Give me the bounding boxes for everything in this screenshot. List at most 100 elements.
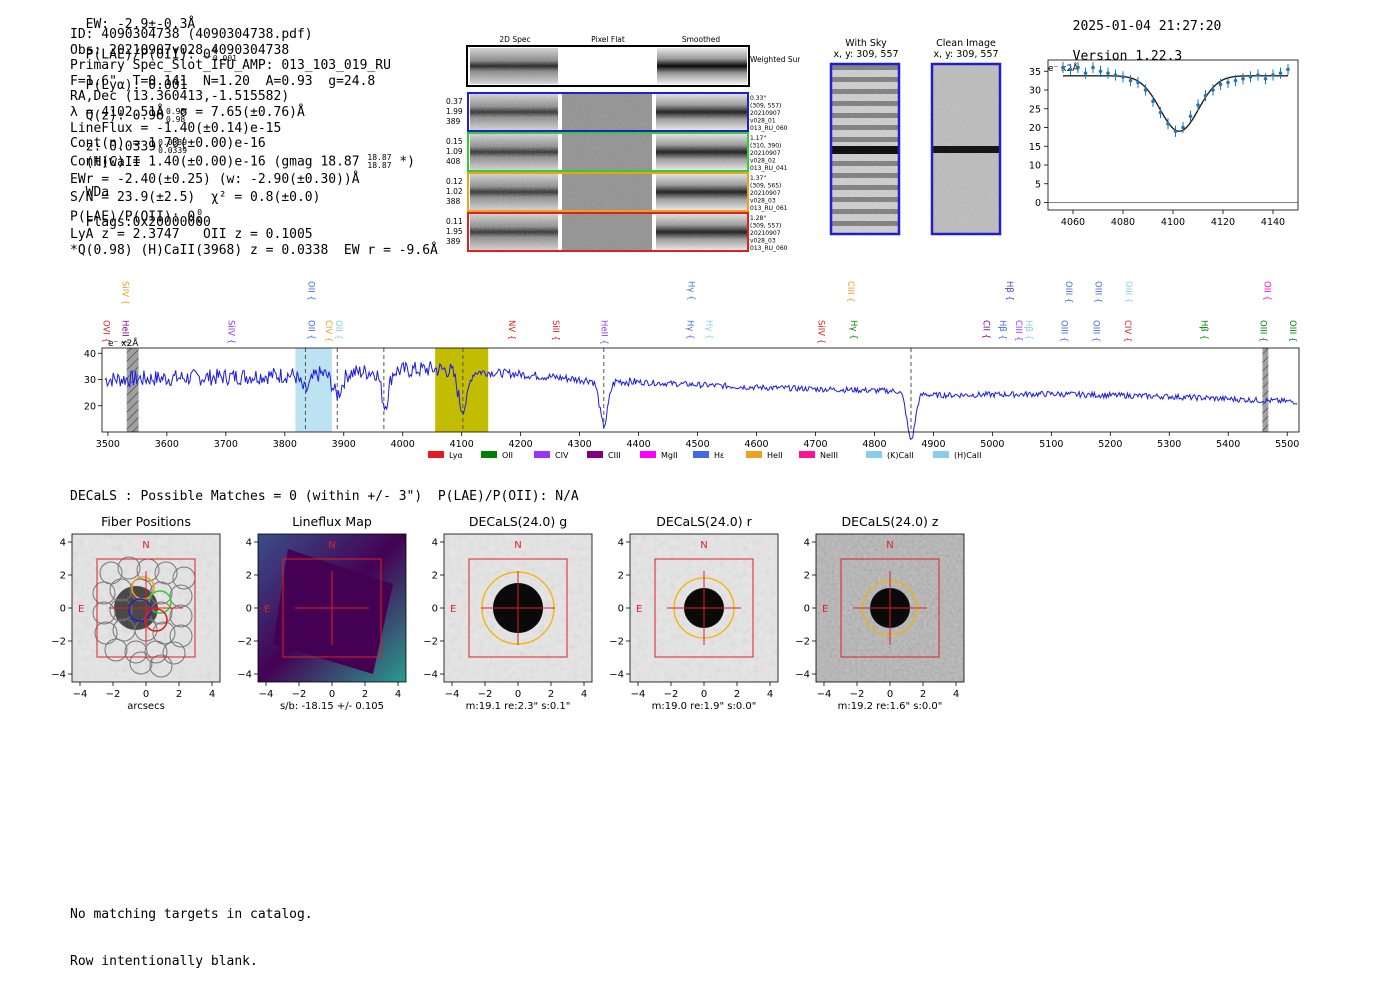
decals-east-label: E bbox=[264, 604, 270, 615]
spectrum-x-tick-label: 4600 bbox=[744, 439, 768, 450]
fiber-circle bbox=[149, 654, 173, 678]
spectrum-line-label-upper-text: SiIV { bbox=[120, 281, 130, 305]
stamp-2dspec-noise bbox=[470, 94, 558, 130]
decals-row: Fiber Positions N E −4 4 −2 2 0 0 2 −2 4 −4 arcsecs Li… bbox=[40, 512, 980, 712]
header-line: (H)CaII bbox=[85, 155, 141, 170]
spectrum-x-tick-label: 3900 bbox=[332, 439, 356, 450]
header-plae-sub: 0.001 bbox=[212, 54, 237, 63]
clean-image-frame bbox=[930, 62, 1002, 236]
header-z-sup: 0.0339 bbox=[158, 138, 188, 147]
spectrum-line-label-lower-text: OVI { bbox=[101, 320, 111, 343]
spectrum-line-label-lower: Hβ { bbox=[997, 320, 1007, 340]
zoom-x-tick-label: 4100 bbox=[1161, 217, 1185, 228]
spectrum-line-label-upper: OII { bbox=[305, 281, 315, 301]
decals-x-tick-label: −2 bbox=[850, 689, 865, 700]
spectrum-line-label-lower-text: OIII { bbox=[1091, 320, 1101, 342]
zoom-model-curve bbox=[1063, 75, 1288, 133]
stamp-right-value: 013_RU_060 bbox=[750, 245, 788, 252]
decals-x-tick-label: −4 bbox=[73, 689, 88, 700]
decals-y-tick-label: 2 bbox=[432, 571, 438, 582]
spectrum-line-label-upper: OIII { bbox=[1063, 281, 1073, 303]
fiber-circle bbox=[149, 581, 173, 605]
decals-x-tick-label: 0 bbox=[143, 689, 149, 700]
zoom-data-point bbox=[1136, 80, 1140, 85]
stamp-left-value: 389 bbox=[446, 237, 461, 246]
stamp-left-value: 389 bbox=[446, 117, 461, 126]
decals-x-tick-label: −2 bbox=[292, 689, 307, 700]
decals-x-tick-label: 4 bbox=[209, 689, 215, 700]
zoom-y-tick-label: 15 bbox=[1029, 142, 1041, 153]
clean-image-trace bbox=[933, 146, 999, 153]
decals-panel-caption: m:19.1 re:2.3" s:0.1" bbox=[466, 701, 571, 712]
decals-search-box bbox=[282, 558, 382, 658]
zoom-data-point bbox=[1098, 69, 1103, 74]
spectrum-line-label-lower: OII { bbox=[305, 320, 315, 340]
fiber-circle bbox=[117, 556, 141, 580]
zoom-data-point bbox=[1233, 78, 1238, 83]
spectrum-line-label-upper: SiIV { bbox=[120, 281, 130, 305]
stamp-left-value: 408 bbox=[446, 157, 461, 166]
spectrum-line-label-lower: OVI { bbox=[101, 320, 111, 343]
decals-y-tick-label: −2 bbox=[237, 637, 252, 648]
stamp-2dspec-noise bbox=[470, 134, 558, 170]
decals-y-tick-label: 4 bbox=[804, 538, 810, 549]
zoom-data-point bbox=[1263, 76, 1268, 81]
spectrum-x-tick-label: 4300 bbox=[568, 439, 592, 450]
zoom-data-point bbox=[1211, 88, 1215, 92]
spectrum-x-tick-label: 4200 bbox=[509, 439, 533, 450]
header-z: z: 0.0339 bbox=[85, 139, 157, 155]
stamp-col-title: Smoothed bbox=[682, 35, 721, 44]
spectrum-line-label-lower-text: SiIV { bbox=[226, 320, 236, 344]
footer-line-2: Row intentionally blank. bbox=[70, 953, 258, 969]
spectrum-shaded-region bbox=[126, 348, 139, 432]
fiber-circle bbox=[154, 561, 178, 585]
stamp-left-value: 1.02 bbox=[446, 187, 463, 196]
spectrum-legend-label: CIII bbox=[608, 451, 621, 460]
spectrum-line-label-upper-text: OII { bbox=[1262, 281, 1272, 301]
stamp-right-value: 1.37" bbox=[750, 175, 766, 182]
spectrum-line-label-lower: SiIV { bbox=[815, 320, 825, 344]
decals-x-tick-label: 2 bbox=[548, 689, 554, 700]
spectrum-legend-swatch bbox=[428, 451, 444, 458]
stamp-left-value: 1.09 bbox=[446, 147, 463, 156]
decals-east-label: E bbox=[822, 604, 828, 615]
info-line: LineFlux = -1.40(±0.14)e-15 bbox=[70, 120, 282, 136]
decals-x-tick-label: 0 bbox=[329, 689, 335, 700]
main-spectrum-chart: 3500 3600 3700 3800 3900 4000 4100 4200 4300 4400… bbox=[84, 281, 1300, 460]
zoom-y-tick-label: 35 bbox=[1029, 67, 1041, 78]
spectrum-line-label-upper: OIII { bbox=[1123, 281, 1133, 303]
spectrum-legend-swatch bbox=[933, 451, 949, 458]
weighted-frame bbox=[466, 45, 750, 87]
decals-y-tick-label: 4 bbox=[60, 538, 66, 549]
weighted-smoothed bbox=[657, 48, 747, 84]
spectrum-x-tick-label: 3700 bbox=[214, 439, 238, 450]
header-plya: P(Lyα): 0.001 bbox=[85, 78, 188, 93]
spectrum-y-tick-label: 40 bbox=[84, 349, 96, 360]
spectrum-x-tick-label: 3500 bbox=[96, 439, 120, 450]
footer-notes: No matching targets in catalog. Row inte… bbox=[70, 876, 313, 985]
spectrum-line-label-upper: Hγ { bbox=[686, 281, 696, 301]
spectrum-legend-label: (H)CaII bbox=[954, 451, 981, 460]
spectrum-line-label-upper: Hβ { bbox=[1004, 281, 1014, 301]
zoom-data-point bbox=[1256, 73, 1260, 77]
spectrum-line-label-lower: OIII { bbox=[1287, 320, 1297, 342]
decals-x-tick-label: −4 bbox=[445, 689, 460, 700]
stamp-smoothed-noise bbox=[656, 214, 747, 250]
spectrum-line-label-lower-text: SiIV { bbox=[815, 320, 825, 344]
info-line: Primary Spec_Slot_IFU_AMP: 013_103_019_R… bbox=[70, 58, 391, 74]
zoom-x-tick-label: 4060 bbox=[1061, 217, 1085, 228]
spectrum-line-label-lower: CIV { bbox=[323, 320, 333, 342]
fiber-circle bbox=[92, 581, 116, 605]
with-sky-title: With Sky bbox=[845, 38, 887, 49]
spectrum-legend-label: MgII bbox=[661, 451, 678, 460]
zoom-frame bbox=[1047, 59, 1299, 211]
decals-x-tick-label: 2 bbox=[176, 689, 182, 700]
info-line: F=1.6" T=0.141 N=1.20 A=0.93 g=24.8 bbox=[70, 73, 376, 89]
spectrum-line-label-upper-text: OIII { bbox=[1093, 281, 1103, 303]
spectrum-x-tick-label: 4900 bbox=[921, 439, 945, 450]
spectrum-x-tick-label: 4100 bbox=[450, 439, 474, 450]
decals-y-tick-label: 2 bbox=[246, 571, 252, 582]
spectrum-line-label-lower-text: Hβ { bbox=[1199, 320, 1209, 340]
decals-search-box bbox=[468, 558, 568, 658]
spectrum-y-tick-label: 20 bbox=[84, 401, 96, 412]
